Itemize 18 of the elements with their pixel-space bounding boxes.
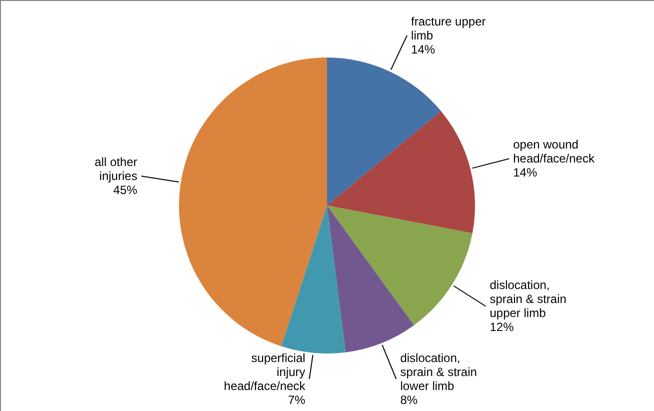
slice-label: fracture upper limb — [411, 14, 486, 42]
data-label: 7% — [288, 393, 306, 407]
slice-label: open wound head/face/neck — [513, 138, 596, 166]
pie-slice — [327, 111, 475, 234]
pie-slice — [179, 58, 327, 346]
slice-label: all other injuries — [94, 155, 138, 184]
data-label: 14% — [513, 166, 538, 180]
data-label: 14% — [411, 42, 436, 56]
pie-slice — [327, 206, 472, 326]
pie-slice — [281, 206, 346, 354]
data-label: 12% — [490, 320, 514, 334]
pie-slice — [327, 206, 414, 352]
slice-label: superficial injury head/face/neck — [224, 351, 306, 393]
slice-label: dislocation, sprain & strain upper limb — [490, 278, 566, 320]
slice-label: dislocation, sprain & strain lower limb — [400, 351, 477, 393]
data-label: 8% — [400, 393, 418, 407]
pie-slice — [327, 58, 442, 206]
data-label: 45% — [113, 183, 138, 198]
